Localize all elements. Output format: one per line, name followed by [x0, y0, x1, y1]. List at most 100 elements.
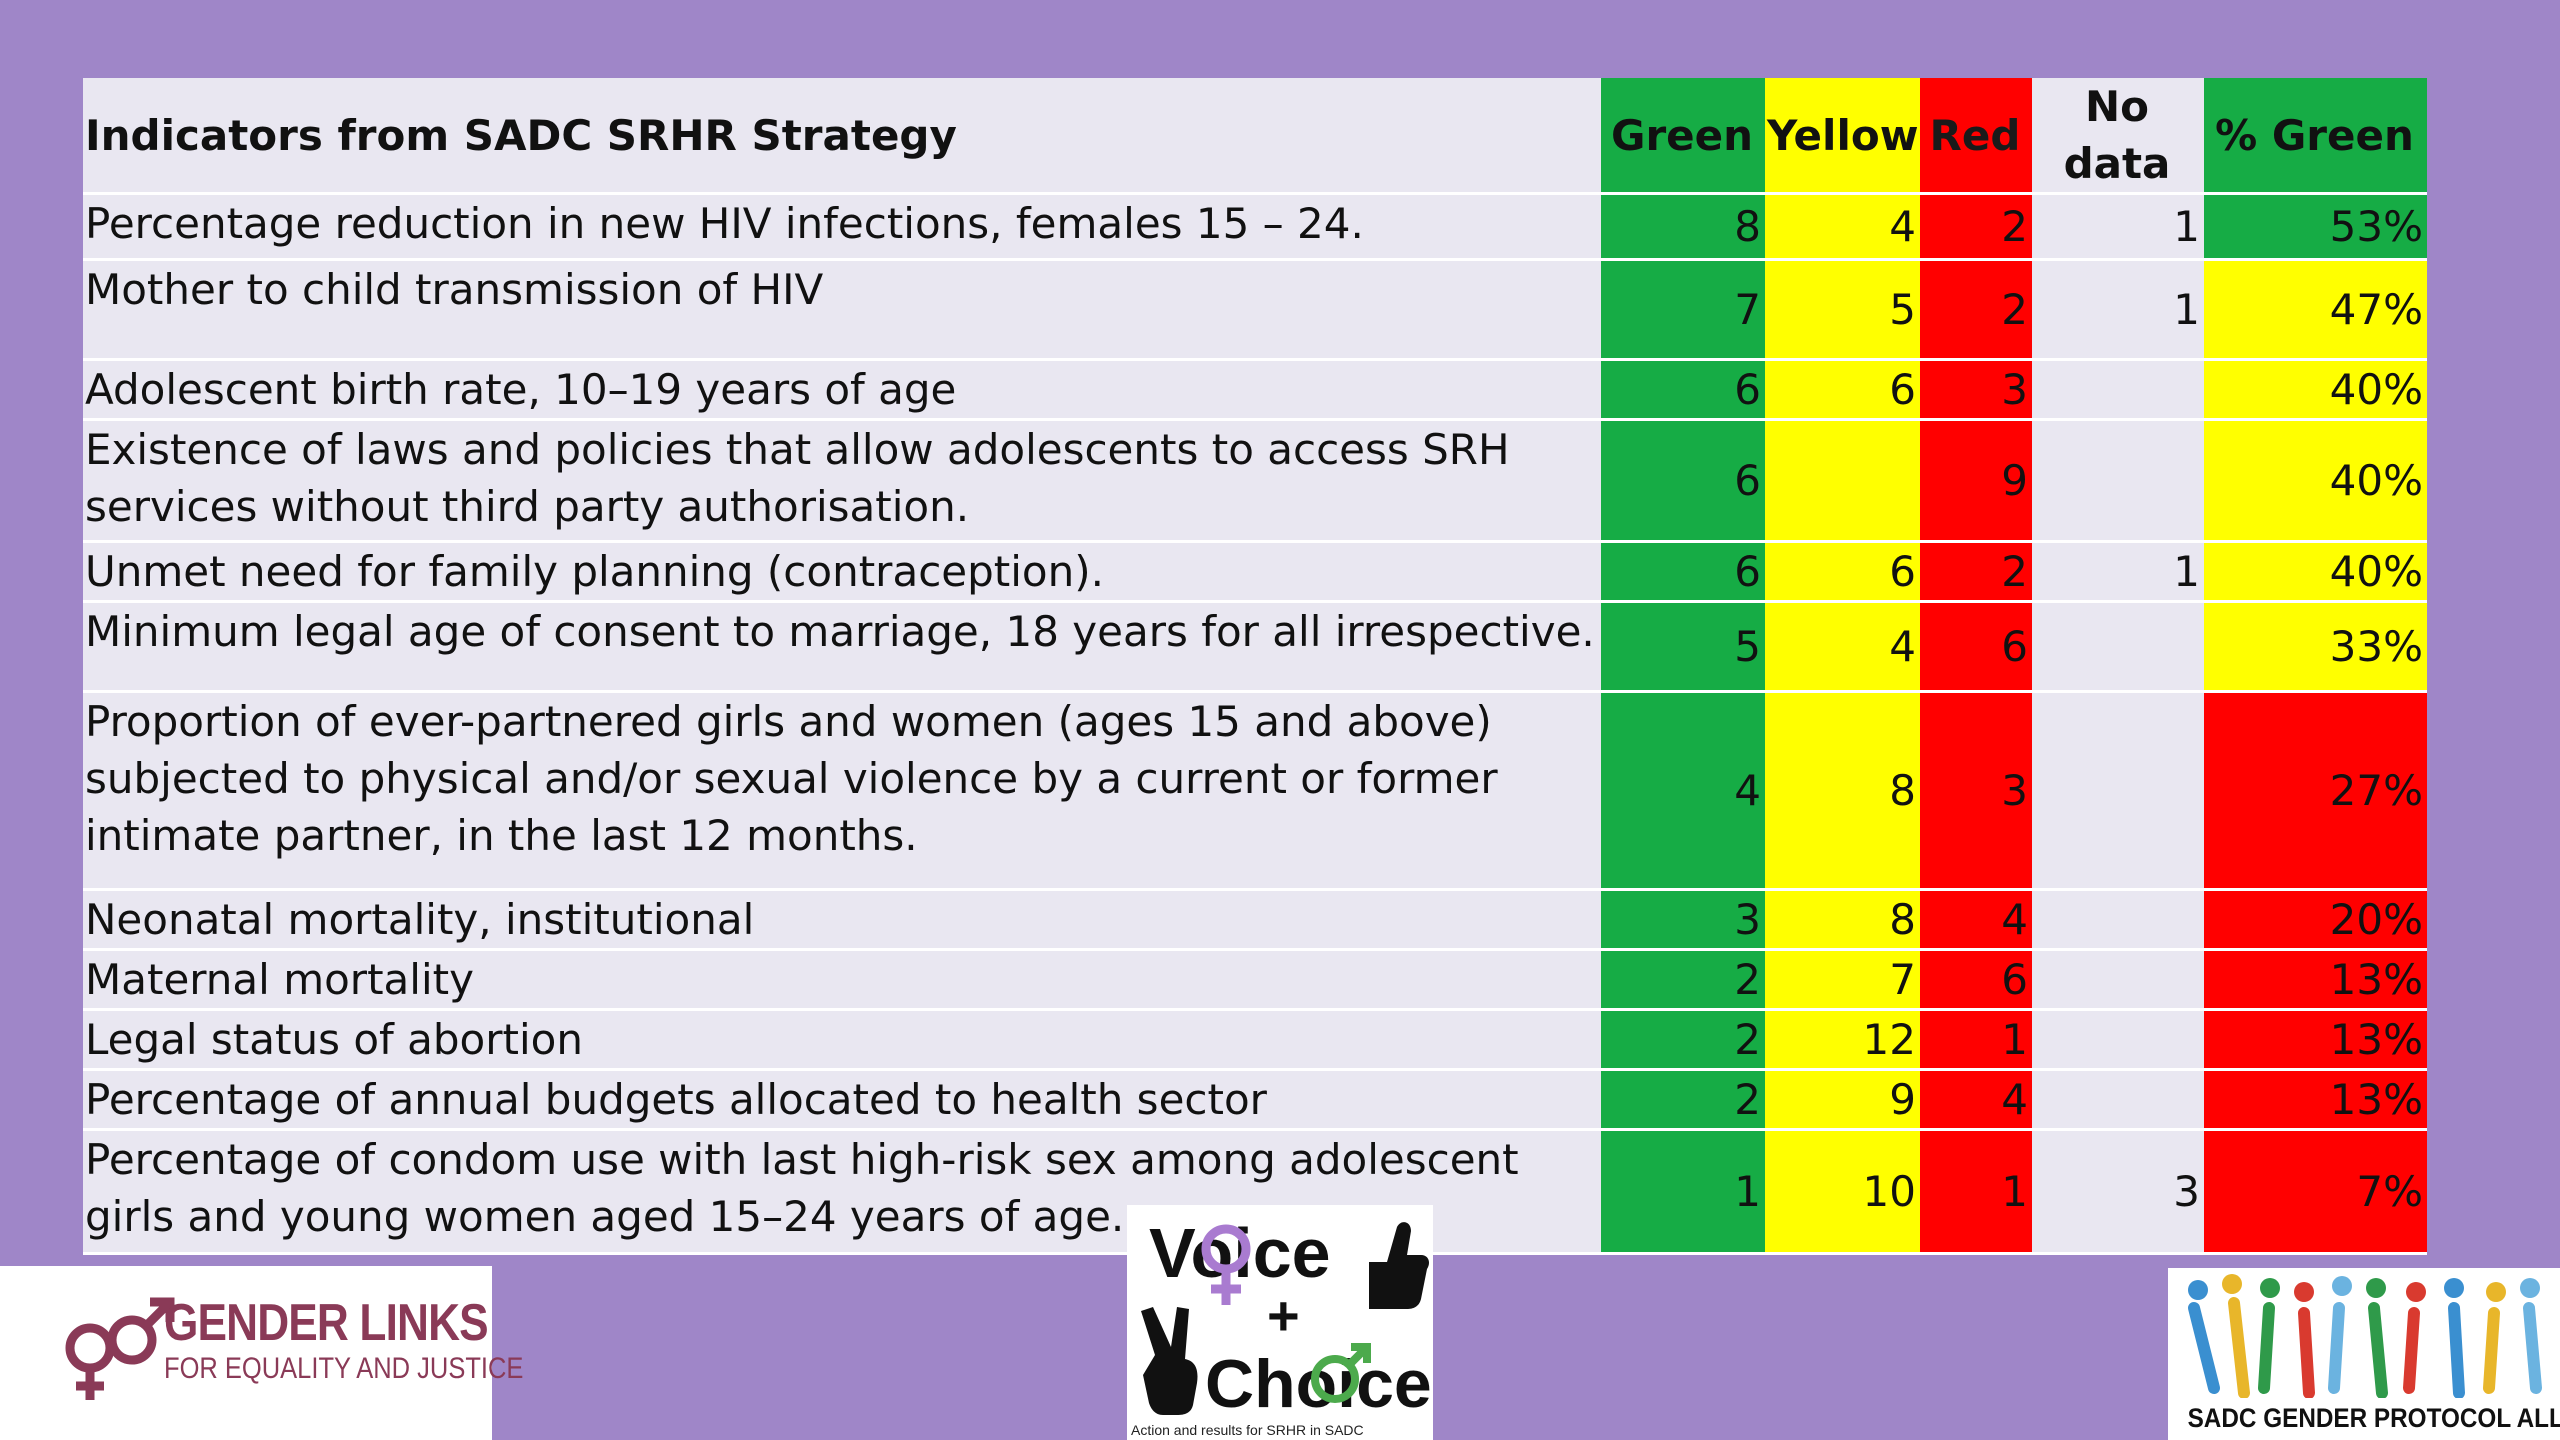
yellow-count-cell: 4 — [1765, 601, 1920, 693]
table-row: Adolescent birth rate, 10–19 years of ag… — [83, 359, 2427, 421]
no-data-count-cell — [2032, 691, 2204, 891]
no-data-count-cell — [2032, 949, 2204, 1011]
red-count-cell: 1 — [1920, 1129, 2032, 1255]
red-count-cell: 9 — [1920, 419, 2032, 543]
header-yellow: Yellow — [1765, 78, 1920, 195]
voice-choice-logo: Voice + Choice Action and results for SR… — [1127, 1205, 1433, 1440]
green-count-cell: 8 — [1601, 193, 1765, 261]
red-count-cell: 4 — [1920, 1069, 2032, 1131]
no-data-count-cell — [2032, 359, 2204, 421]
green-count-cell: 6 — [1601, 541, 1765, 603]
voice-choice-tagline: Action and results for SRHR in SADC — [1131, 1422, 1364, 1438]
pct-green-cell: 27% — [2204, 691, 2427, 891]
gender-links-logo: GENDER LINKS FOR EQUALITY AND JUSTICE — [0, 1266, 523, 1440]
green-count-cell: 1 — [1601, 1129, 1765, 1255]
pct-green-cell: 13% — [2204, 949, 2427, 1011]
green-count-cell: 3 — [1601, 889, 1765, 951]
thumbs-up-icon — [1369, 1222, 1429, 1309]
table-body: Percentage reduction in new HIV infectio… — [83, 193, 2427, 1255]
yellow-count-cell: 6 — [1765, 359, 1920, 421]
red-count-cell: 2 — [1920, 541, 2032, 603]
no-data-count-cell — [2032, 419, 2204, 543]
table-row: Percentage reduction in new HIV infectio… — [83, 193, 2427, 261]
no-data-count-cell: 1 — [2032, 541, 2204, 603]
green-count-cell: 6 — [1601, 419, 1765, 543]
indicator-cell: Neonatal mortality, institutional — [83, 889, 1601, 951]
indicator-cell: Legal status of abortion — [83, 1009, 1601, 1071]
voice-word: Voice — [1149, 1214, 1331, 1292]
indicator-cell: Existence of laws and policies that allo… — [83, 419, 1601, 543]
red-count-cell: 4 — [1920, 889, 2032, 951]
pct-green-cell: 7% — [2204, 1129, 2427, 1255]
table-row: Minimum legal age of consent to marriage… — [83, 601, 2427, 693]
header-red: Red — [1920, 78, 2032, 195]
no-data-count-cell — [2032, 1069, 2204, 1131]
yellow-count-cell: 8 — [1765, 691, 1920, 891]
yellow-count-cell: 4 — [1765, 193, 1920, 261]
indicator-cell: Maternal mortality — [83, 949, 1601, 1011]
pct-green-cell: 13% — [2204, 1069, 2427, 1131]
male-symbol-icon — [1311, 1343, 1371, 1403]
header-pct-green: % Green — [2204, 78, 2427, 195]
green-count-cell: 2 — [1601, 949, 1765, 1011]
peace-hand-icon — [1141, 1307, 1198, 1415]
table-row: Unmet need for family planning (contrace… — [83, 541, 2427, 603]
no-data-count-cell — [2032, 1009, 2204, 1071]
green-count-cell: 4 — [1601, 691, 1765, 891]
pct-green-cell: 40% — [2204, 359, 2427, 421]
female-symbol-icon — [1201, 1224, 1251, 1305]
table-row: Maternal mortality 2 7 6 13% — [83, 949, 2427, 1011]
yellow-count-cell: 10 — [1765, 1129, 1920, 1255]
indicator-cell: Proportion of ever-partnered girls and w… — [83, 691, 1601, 891]
table-row: Percentage of condom use with last high-… — [83, 1129, 2427, 1255]
red-count-cell: 2 — [1920, 193, 2032, 261]
no-data-count-cell: 1 — [2032, 259, 2204, 361]
gender-links-tagline: FOR EQUALITY AND JUSTICE — [164, 1352, 524, 1385]
green-count-cell: 7 — [1601, 259, 1765, 361]
red-count-cell: 3 — [1920, 359, 2032, 421]
pct-green-cell: 40% — [2204, 419, 2427, 543]
table-row: Percentage of annual budgets allocated t… — [83, 1069, 2427, 1131]
header-indicators: Indicators from SADC SRHR Strategy — [83, 78, 1601, 195]
header-no-data: No data — [2032, 78, 2204, 195]
no-data-count-cell: 1 — [2032, 193, 2204, 261]
no-data-count-cell — [2032, 601, 2204, 693]
indicator-cell: Percentage of annual budgets allocated t… — [83, 1069, 1601, 1131]
indicator-cell: Adolescent birth rate, 10–19 years of ag… — [83, 359, 1601, 421]
table-row: Existence of laws and policies that allo… — [83, 419, 2427, 543]
yellow-count-cell: 9 — [1765, 1069, 1920, 1131]
gender-symbols-icon — [65, 1297, 175, 1400]
indicator-cell: Unmet need for family planning (contrace… — [83, 541, 1601, 603]
no-data-count-cell: 3 — [2032, 1129, 2204, 1255]
gender-links-name: GENDER LINKS — [164, 1294, 489, 1352]
red-count-cell: 3 — [1920, 691, 2032, 891]
table-row: Proportion of ever-partnered girls and w… — [83, 691, 2427, 891]
pct-green-cell: 20% — [2204, 889, 2427, 951]
yellow-count-cell: 8 — [1765, 889, 1920, 951]
pct-green-cell: 33% — [2204, 601, 2427, 693]
indicator-cell: Minimum legal age of consent to marriage… — [83, 601, 1601, 693]
gender-links-text: GENDER LINKS FOR EQUALITY AND JUSTICE — [164, 1294, 587, 1386]
green-count-cell: 2 — [1601, 1069, 1765, 1131]
table-row: Neonatal mortality, institutional 3 8 4 20% — [83, 889, 2427, 951]
plus-sign: + — [1267, 1284, 1300, 1347]
red-count-cell: 1 — [1920, 1009, 2032, 1071]
red-count-cell: 6 — [1920, 949, 2032, 1011]
no-data-count-cell — [2032, 889, 2204, 951]
sadc-alliance-logo: SADC GENDER PROTOCOL ALLIANCE — [2168, 1268, 2560, 1440]
table-row: Mother to child transmission of HIV 7 5 2 1 4… — [83, 259, 2427, 361]
red-count-cell: 2 — [1920, 259, 2032, 361]
green-count-cell: 5 — [1601, 601, 1765, 693]
yellow-count-cell — [1765, 419, 1920, 543]
people-figures-icon — [2188, 1274, 2542, 1398]
pct-green-cell: 53% — [2204, 193, 2427, 261]
red-count-cell: 6 — [1920, 601, 2032, 693]
green-count-cell: 2 — [1601, 1009, 1765, 1071]
yellow-count-cell: 6 — [1765, 541, 1920, 603]
header-green: Green — [1601, 78, 1765, 195]
indicator-cell: Mother to child transmission of HIV — [83, 259, 1601, 361]
sadc-alliance-caption: SADC GENDER PROTOCOL ALLIANCE — [2187, 1403, 2560, 1433]
green-count-cell: 6 — [1601, 359, 1765, 421]
yellow-count-cell: 12 — [1765, 1009, 1920, 1071]
pct-green-cell: 13% — [2204, 1009, 2427, 1071]
